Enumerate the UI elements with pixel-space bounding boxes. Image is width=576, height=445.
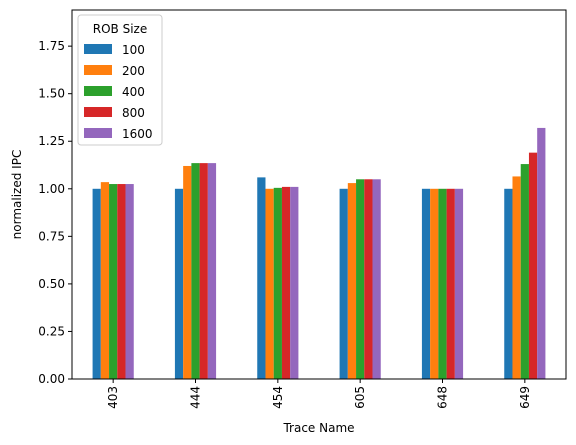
legend-label-800: 800 xyxy=(122,106,145,120)
x-axis-label: Trace Name xyxy=(282,421,354,435)
y-tick-label: 0.75 xyxy=(38,229,65,243)
legend-label-200: 200 xyxy=(122,64,145,78)
bar-800-649 xyxy=(528,152,538,379)
bar-400-444 xyxy=(191,163,200,379)
bar-100-648 xyxy=(421,188,431,379)
legend-title: ROB Size xyxy=(93,22,147,36)
bar-200-403 xyxy=(100,182,110,379)
y-tick-label: 1.25 xyxy=(38,134,65,148)
legend-swatch-1600 xyxy=(84,128,112,138)
legend-swatch-100 xyxy=(84,44,112,54)
y-axis: 0.00 0.25 0.50 0.75 1.00 1.25 1.50 1.75 xyxy=(38,39,72,386)
legend-label-400: 400 xyxy=(122,85,145,99)
bar-800-605 xyxy=(364,179,373,379)
bar-400-403 xyxy=(109,184,118,379)
bar-800-454 xyxy=(281,186,291,379)
y-tick-label: 1.00 xyxy=(38,182,65,196)
bar-200-649 xyxy=(512,176,521,379)
bar-1600-648 xyxy=(454,188,464,379)
bar-100-605 xyxy=(339,188,348,379)
bar-1600-403 xyxy=(125,184,134,379)
bar-1600-649 xyxy=(537,127,546,380)
y-tick-label: 0.00 xyxy=(38,372,65,386)
bar-200-454 xyxy=(265,188,274,379)
legend-swatch-800 xyxy=(84,107,112,117)
bars-group xyxy=(92,127,546,380)
x-tick-label: 605 xyxy=(353,386,367,409)
y-tick-label: 1.75 xyxy=(38,39,65,53)
x-tick-label: 444 xyxy=(189,386,203,409)
bar-1600-605 xyxy=(372,179,381,379)
bar-800-403 xyxy=(117,184,126,379)
legend-swatch-400 xyxy=(84,86,112,96)
bar-1600-454 xyxy=(290,186,299,379)
bar-200-648 xyxy=(430,188,439,379)
legend-label-1600: 1600 xyxy=(122,127,153,141)
x-tick-label: 403 xyxy=(106,386,120,409)
legend-label-100: 100 xyxy=(122,43,145,57)
bar-1600-444 xyxy=(207,163,217,379)
bar-400-454 xyxy=(273,187,282,379)
y-tick-label: 0.50 xyxy=(38,277,65,291)
y-axis-label: normalized IPC xyxy=(10,150,24,240)
plot-frame xyxy=(71,9,567,380)
bar-200-605 xyxy=(347,183,357,379)
legend-swatch-200 xyxy=(84,65,112,75)
bar-800-648 xyxy=(446,188,455,379)
y-tick-label: 1.50 xyxy=(38,87,65,101)
bar-100-403 xyxy=(92,188,101,379)
bar-100-454 xyxy=(257,177,266,379)
bar-400-648 xyxy=(438,188,447,379)
x-axis: 403 444 454 605 648 649 xyxy=(106,379,532,409)
x-tick-label: 454 xyxy=(271,386,285,409)
x-tick-label: 649 xyxy=(518,386,532,409)
y-tick-label: 0.25 xyxy=(38,324,65,338)
bar-800-444 xyxy=(199,163,208,379)
legend: ROB Size 100 200 400 800 1600 xyxy=(77,14,163,146)
x-tick-label: 648 xyxy=(436,386,450,409)
bar-200-444 xyxy=(183,165,192,379)
bar-400-605 xyxy=(356,179,365,379)
bar-100-444 xyxy=(174,188,184,379)
bar-100-649 xyxy=(504,188,513,379)
bar-400-649 xyxy=(520,164,529,379)
